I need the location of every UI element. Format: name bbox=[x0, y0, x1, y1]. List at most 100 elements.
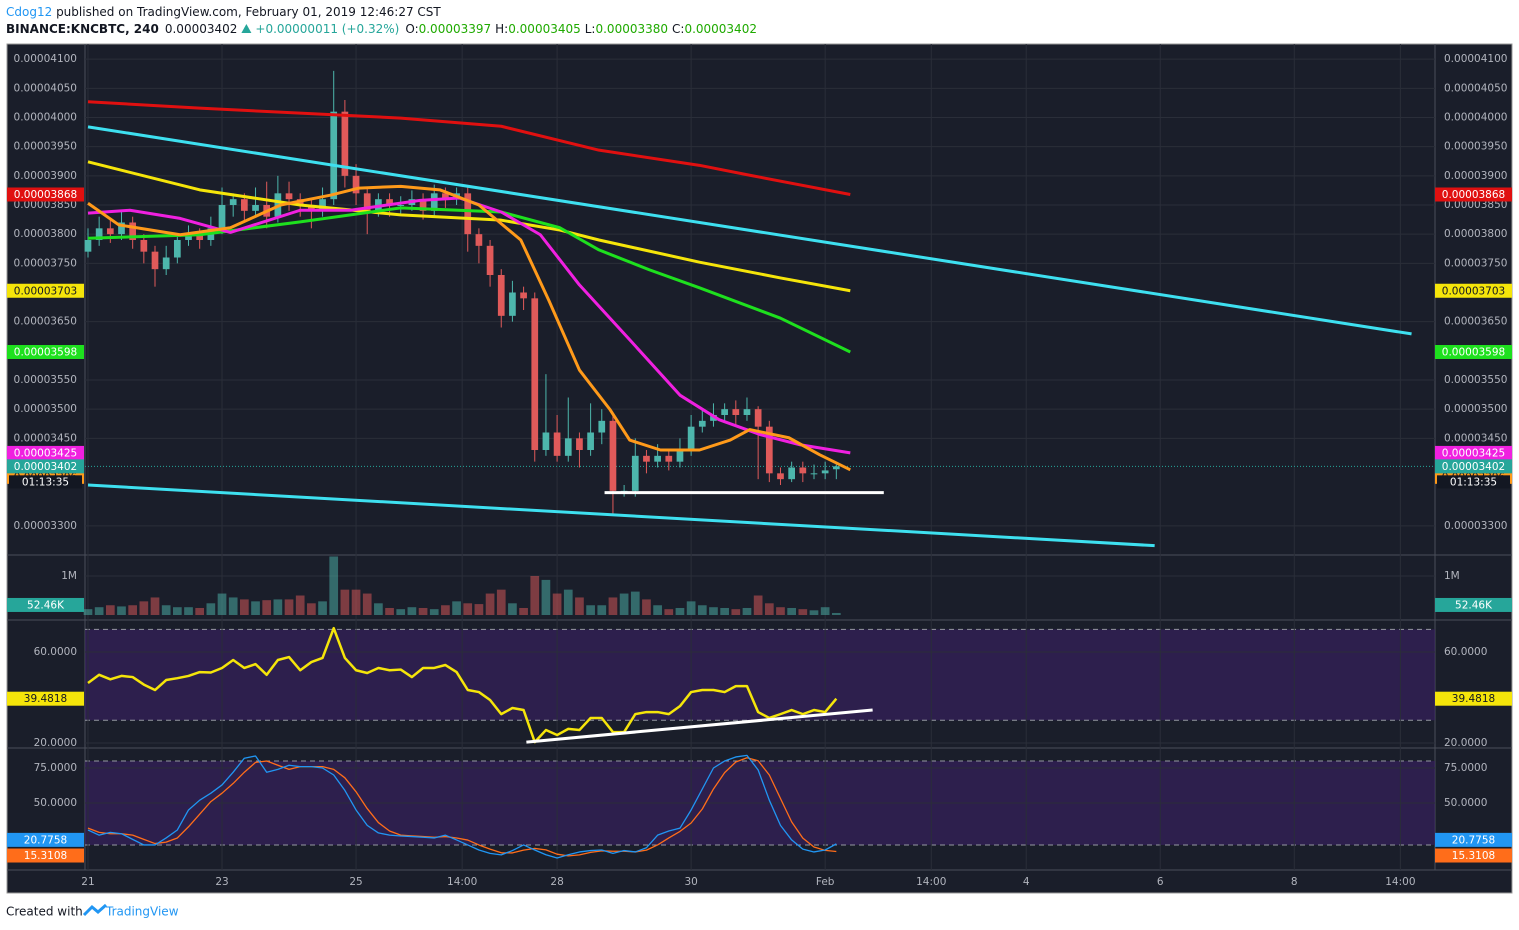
volume-bar bbox=[586, 605, 595, 616]
y-tick-label: 0.00004000 bbox=[1444, 112, 1507, 124]
candle-body bbox=[151, 251, 159, 270]
y-tick-label: 60.0000 bbox=[1444, 646, 1487, 658]
candle-body bbox=[698, 420, 706, 427]
price-badge-label: 0.00003703 bbox=[14, 285, 77, 297]
volume-bar bbox=[675, 607, 685, 616]
y-tick-label: 20.0000 bbox=[1444, 737, 1487, 749]
volume-bar bbox=[429, 609, 439, 616]
y-tick-label: 75.0000 bbox=[1444, 762, 1487, 774]
price-badge-label: 0.00003598 bbox=[14, 347, 77, 359]
price-badge bbox=[1435, 691, 1512, 706]
x-tick-label: 8 bbox=[1291, 876, 1298, 888]
volume-bar bbox=[496, 589, 506, 616]
candle-body bbox=[95, 228, 103, 240]
volume-bar bbox=[619, 593, 629, 616]
volume-bar bbox=[597, 605, 607, 616]
candle-body bbox=[241, 199, 248, 211]
candle-body bbox=[765, 426, 773, 474]
volume-bar bbox=[105, 605, 115, 616]
candle-body bbox=[229, 199, 237, 205]
y-tick-label: 0.00003900 bbox=[1444, 170, 1507, 182]
price-badge bbox=[7, 597, 84, 612]
candle-body bbox=[509, 292, 516, 316]
change: +0.00000011 (+0.32%) bbox=[255, 22, 399, 36]
volume-bar bbox=[228, 597, 238, 616]
volume-bar bbox=[541, 579, 551, 616]
candle-body bbox=[173, 240, 181, 258]
volume-bar bbox=[463, 603, 473, 616]
y-tick-label: 50.0000 bbox=[1444, 797, 1487, 809]
candle-body bbox=[832, 466, 840, 470]
candle-body bbox=[129, 222, 137, 240]
price-badge-label: 15.3108 bbox=[1452, 850, 1495, 862]
y-tick-label: 20.0000 bbox=[34, 737, 77, 749]
y-tick-label: 0.00003800 bbox=[14, 228, 77, 240]
volume-bar bbox=[642, 599, 651, 616]
y-tick-label: 0.00003550 bbox=[1444, 374, 1507, 386]
x-tick-label: 25 bbox=[349, 876, 362, 888]
y-tick-label: 0.00003650 bbox=[14, 316, 77, 328]
volume-bar bbox=[117, 606, 126, 616]
candle-body bbox=[754, 409, 762, 427]
price-badge-label: 0.00003402 bbox=[1442, 461, 1505, 473]
price-badge bbox=[1435, 445, 1512, 460]
volume-bar bbox=[94, 607, 104, 616]
countdown: 01:13:35 bbox=[22, 476, 69, 488]
volume-bar bbox=[474, 604, 484, 616]
volume-bar bbox=[340, 589, 350, 616]
y-tick-label: 0.00003500 bbox=[14, 403, 77, 415]
x-tick-label: 28 bbox=[550, 876, 563, 888]
volume-bar bbox=[776, 607, 785, 616]
volume-bar bbox=[452, 601, 461, 616]
candle-body bbox=[587, 432, 594, 450]
volume-bar bbox=[284, 599, 294, 616]
price-badge bbox=[7, 459, 84, 474]
candle-body bbox=[654, 455, 661, 462]
volume-bar bbox=[240, 599, 249, 616]
volume-bar bbox=[307, 603, 316, 616]
price-badge-label: 52.46K bbox=[27, 599, 65, 611]
volume-bar bbox=[184, 607, 193, 616]
l-value: 0.00003380 bbox=[595, 22, 668, 36]
volume-bar bbox=[217, 593, 227, 616]
volume-bar bbox=[161, 605, 171, 616]
volume-bar bbox=[686, 601, 696, 616]
volume-bar bbox=[720, 607, 729, 616]
price-badge-label: 39.4818 bbox=[1452, 693, 1495, 705]
volume-bar bbox=[139, 601, 149, 616]
volume-bar bbox=[831, 612, 841, 616]
y-tick-label: 0.00003450 bbox=[1444, 432, 1507, 444]
candle-body bbox=[564, 438, 572, 456]
volume-bar bbox=[251, 601, 260, 616]
price-badge-label: 20.7758 bbox=[1452, 834, 1495, 846]
candle-body bbox=[162, 257, 170, 270]
volume-bar bbox=[731, 609, 741, 616]
volume-bar bbox=[630, 591, 640, 616]
volume-bar bbox=[418, 607, 428, 616]
volume-bar bbox=[519, 607, 528, 616]
up-arrow bbox=[241, 24, 252, 33]
volume-bar bbox=[206, 603, 216, 616]
price-badge-label: 0.00003402 bbox=[14, 461, 77, 473]
stoch-d-line bbox=[87, 757, 837, 857]
candle-body bbox=[788, 467, 796, 480]
header-line: Cdog12 published on TradingView.com, Feb… bbox=[6, 5, 441, 19]
candle-body bbox=[676, 450, 684, 462]
moving-average bbox=[87, 184, 851, 472]
moving-average bbox=[87, 206, 851, 354]
c-value: 0.00003402 bbox=[684, 22, 757, 36]
y-tick-label: 0.00003750 bbox=[14, 257, 77, 269]
moving-average bbox=[87, 100, 851, 196]
volume-bar bbox=[83, 609, 93, 616]
volume-bar bbox=[608, 597, 618, 616]
volume-bar bbox=[273, 599, 283, 616]
price-badge-label: 39.4818 bbox=[24, 693, 67, 705]
price-badge bbox=[1435, 832, 1512, 847]
candle-body bbox=[810, 473, 818, 475]
price-badge bbox=[7, 283, 84, 298]
moving-average bbox=[87, 196, 851, 455]
volume-bar bbox=[563, 589, 573, 616]
price-badge-label: 15.3108 bbox=[24, 850, 67, 862]
price-badge-label: 0.00003703 bbox=[1442, 285, 1505, 297]
